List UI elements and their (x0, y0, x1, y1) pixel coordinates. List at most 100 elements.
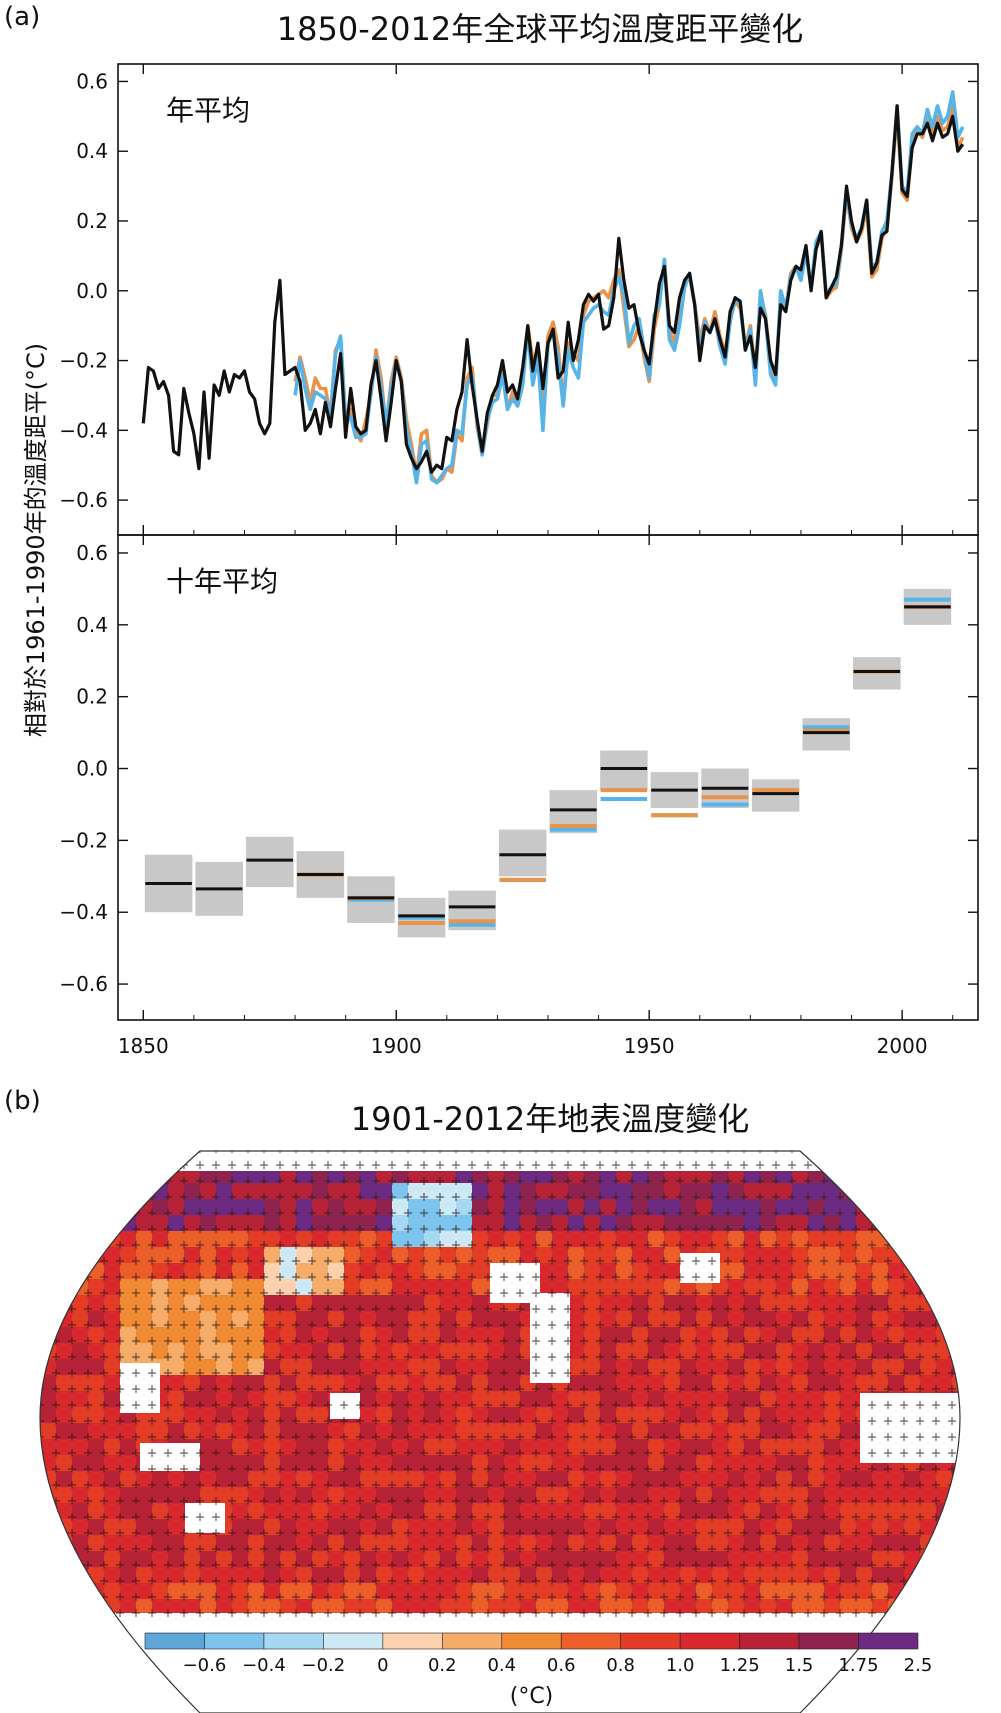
map-cell (888, 1695, 904, 1711)
map-cell (56, 1679, 72, 1695)
map-cell (40, 1503, 56, 1519)
map-cell (56, 1599, 72, 1615)
map-missing-region (40, 1613, 960, 1713)
annual-series-line-1 (293, 90, 965, 485)
map-cell (40, 1183, 56, 1199)
map-cell (920, 1631, 936, 1647)
map-cell (40, 1263, 56, 1279)
map-cell (936, 1583, 952, 1599)
decadal-ytick-label: 0.0 (76, 757, 108, 781)
map-cell (936, 1567, 952, 1583)
map-cell (952, 1311, 960, 1327)
map-cell (904, 1151, 920, 1167)
map-cell (952, 1663, 960, 1679)
map-cell (40, 1583, 56, 1599)
colorbar-tick-label: −0.2 (302, 1655, 346, 1676)
map-cell (136, 1183, 152, 1199)
map-cell (920, 1679, 936, 1695)
map-cell (936, 1535, 952, 1551)
map-cell (40, 1567, 56, 1583)
map-cell (936, 1263, 952, 1279)
annual-subtitle: 年平均 (166, 94, 250, 127)
map-cell (56, 1263, 72, 1279)
map-cell (920, 1583, 936, 1599)
map-cell (872, 1167, 888, 1183)
map-cell (72, 1215, 88, 1231)
map-cell (856, 1679, 872, 1695)
map-cell (72, 1151, 88, 1167)
map-cell (936, 1151, 952, 1167)
map-cell (936, 1551, 952, 1567)
map-cell (952, 1695, 960, 1711)
map-cell (72, 1615, 88, 1631)
map-cell (904, 1167, 920, 1183)
map-cell (872, 1151, 888, 1167)
map-cell (920, 1567, 936, 1583)
colorbar-swatch (620, 1632, 681, 1650)
annual-series-line-2 (293, 104, 965, 485)
map-cell (56, 1183, 72, 1199)
map-cell (120, 1695, 136, 1711)
colorbar-swatch (501, 1632, 562, 1650)
map-cell (952, 1615, 960, 1631)
map-cell (56, 1215, 72, 1231)
map-cell (904, 1183, 920, 1199)
map-cell (40, 1615, 56, 1631)
decadal-ytick-label: −0.6 (59, 972, 108, 996)
map-cell (56, 1167, 72, 1183)
map-cell (840, 1695, 856, 1711)
map-cell (920, 1695, 936, 1711)
map-cell (920, 1167, 936, 1183)
map-cell (904, 1615, 920, 1631)
colorbar-tick-label: −0.6 (183, 1655, 227, 1676)
map-cell (56, 1647, 72, 1663)
colorbar-tick-label: 0.4 (487, 1655, 516, 1676)
colorbar-tick-label: 0.6 (547, 1655, 576, 1676)
map-cell (40, 1551, 56, 1567)
map-cell (952, 1519, 960, 1535)
surface-temperature-map: −0.6 −0.4 −0.2 0 0.2 0.4 0.6 0.8 1.0 1.25 1.5 1.75 2… (39, 1150, 961, 1713)
map-cell (920, 1263, 936, 1279)
map-cell (856, 1183, 872, 1199)
map-cell (952, 1231, 960, 1247)
colorbar-swatch (739, 1632, 800, 1650)
map-cell (952, 1679, 960, 1695)
map-cell (72, 1231, 88, 1247)
map-cell (104, 1647, 120, 1663)
map-cell (72, 1631, 88, 1647)
map-cell (72, 1583, 88, 1599)
colorbar-swatch (204, 1632, 265, 1650)
decadal-ytick-label: −0.4 (59, 900, 108, 924)
map-cell (40, 1695, 56, 1711)
map-cell (904, 1583, 920, 1599)
map-cell (40, 1295, 56, 1311)
map-cell (936, 1679, 952, 1695)
colorbar-tick-label: −0.4 (242, 1655, 286, 1676)
map-cell (152, 1679, 168, 1695)
map-cell (952, 1583, 960, 1599)
map-cell (888, 1615, 904, 1631)
map-cell (952, 1199, 960, 1215)
map-cell (888, 1199, 904, 1215)
colorbar-tick-label: 1.0 (666, 1655, 695, 1676)
map-cell (952, 1503, 960, 1519)
decadal-uncertainty-box (600, 750, 648, 791)
annual-ytick-label: 0.0 (76, 279, 108, 303)
map-cell (936, 1663, 952, 1679)
map-cell (888, 1215, 904, 1231)
annual-ytick-label: 0.2 (76, 209, 108, 233)
colorbar-swatch (144, 1632, 205, 1650)
annual-ytick-label: 0.6 (76, 69, 108, 93)
map-cell (152, 1151, 168, 1167)
map-cell (904, 1599, 920, 1615)
map-cell (952, 1599, 960, 1615)
map-cell (952, 1247, 960, 1263)
map-cell (88, 1695, 104, 1711)
map-cell (40, 1167, 56, 1183)
map-cell (56, 1199, 72, 1215)
map-cell (888, 1647, 904, 1663)
x-tick-label: 1950 (624, 1034, 675, 1058)
map-cell (136, 1151, 152, 1167)
map-cell (56, 1247, 72, 1263)
map-cell (952, 1183, 960, 1199)
